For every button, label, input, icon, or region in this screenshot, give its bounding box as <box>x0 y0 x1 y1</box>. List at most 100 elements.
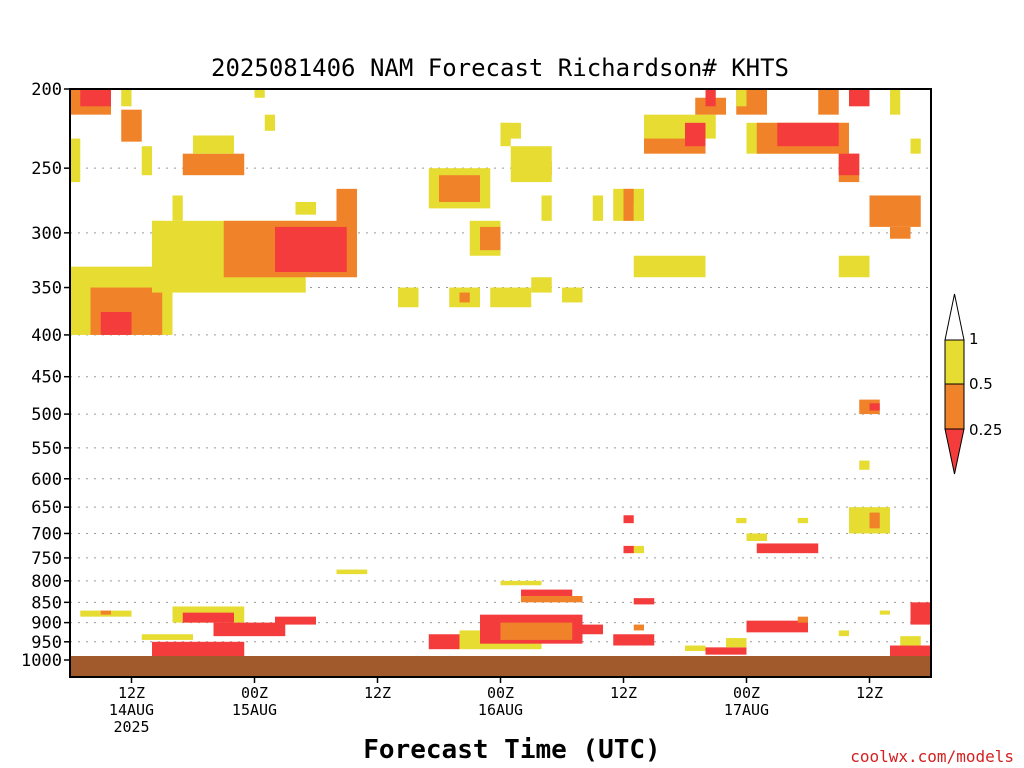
ri-cell <box>838 630 849 637</box>
ri-cell <box>859 460 870 470</box>
ri-cell <box>480 226 501 251</box>
x-axis-label: Forecast Time (UTC) <box>363 735 660 765</box>
colorbar-orange <box>944 383 965 430</box>
x-tick-label: 14AUG <box>109 701 154 719</box>
ri-cell <box>633 598 655 605</box>
y-tick-label: 300 <box>31 224 62 244</box>
ri-cell <box>100 312 132 335</box>
ri-cell <box>510 146 552 183</box>
ri-cell <box>705 89 716 107</box>
ri-cell <box>623 515 634 524</box>
ri-cell <box>100 610 111 615</box>
ri-cell <box>264 114 275 131</box>
y-tick-label: 500 <box>31 405 62 425</box>
ri-cell <box>890 226 911 239</box>
ri-cell <box>869 403 880 411</box>
ri-cell <box>182 153 245 176</box>
ri-cell <box>777 122 839 147</box>
ri-cell <box>193 135 234 154</box>
ri-cell <box>275 616 316 625</box>
colorbar-yellow <box>944 339 965 385</box>
y-tick-label: 350 <box>31 279 62 299</box>
ri-cell <box>623 188 634 221</box>
ri-cell <box>756 543 819 554</box>
ri-cell <box>70 138 81 183</box>
ri-cell <box>182 612 234 623</box>
x-tick-label: 00Z <box>487 684 514 702</box>
ri-cell <box>500 122 521 139</box>
y-tick-label: 900 <box>31 614 62 634</box>
ri-cell <box>592 195 603 221</box>
x-tick-label: 16AUG <box>478 701 523 719</box>
y-tick-label: 250 <box>31 159 62 179</box>
ri-cell <box>685 122 706 147</box>
ri-cell <box>500 622 573 640</box>
credit-text: coolwx.com/models <box>850 747 1014 766</box>
ri-cell <box>490 287 532 308</box>
ri-cell <box>705 647 747 655</box>
ri-cell <box>838 153 860 176</box>
ri-cell <box>582 624 603 635</box>
ri-cell <box>121 109 142 142</box>
ri-cell <box>121 89 132 107</box>
ri-cell <box>336 188 357 227</box>
ri-cell <box>869 512 880 529</box>
ri-cell <box>336 569 368 575</box>
ri-cell <box>521 596 583 603</box>
x-tick-label: 17AUG <box>724 701 769 719</box>
ri-cell <box>736 517 747 524</box>
chart-title: 2025081406 NAM Forecast Richardson# KHTS <box>211 54 789 82</box>
ri-cell <box>633 201 644 221</box>
ri-cell <box>849 89 870 107</box>
ri-cell <box>275 226 347 273</box>
colorbar-bottom-arrow <box>944 428 965 475</box>
x-tick-label: 00Z <box>241 684 268 702</box>
ri-cell <box>736 89 747 107</box>
ri-cell <box>521 589 573 597</box>
x-tick-label: 12Z <box>118 684 145 702</box>
y-tick-label: 950 <box>31 633 62 653</box>
colorbar-label: 0.5 <box>969 375 993 393</box>
ri-cell <box>726 638 747 648</box>
colorbar-label: 0.25 <box>969 421 1002 439</box>
ri-cell <box>80 89 111 107</box>
ri-cell <box>541 195 552 221</box>
y-tick-label: 800 <box>31 572 62 592</box>
plot-frame <box>69 88 932 678</box>
ri-cell <box>141 146 152 176</box>
ri-cell <box>910 138 921 154</box>
x-tick-label: 12Z <box>610 684 637 702</box>
ri-cell <box>428 634 460 650</box>
y-tick-label: 400 <box>31 326 62 346</box>
colorbar-top-arrow <box>944 293 965 341</box>
ri-cell <box>838 255 870 278</box>
y-tick-label: 1000 <box>21 651 62 671</box>
x-tick-label: 00Z <box>733 684 760 702</box>
y-tick-label: 600 <box>31 470 62 490</box>
x-tick-label: 12Z <box>364 684 391 702</box>
ground-fill <box>70 656 931 677</box>
ri-cell <box>213 622 286 637</box>
y-tick-label: 750 <box>31 549 62 569</box>
ri-cell <box>890 89 901 115</box>
ri-cell <box>746 620 808 633</box>
ri-cell <box>900 636 921 646</box>
ri-cell <box>172 195 183 221</box>
y-tick-label: 650 <box>31 498 62 518</box>
ri-cell <box>398 287 419 308</box>
ri-cell <box>162 645 224 655</box>
ri-cell <box>746 533 767 541</box>
x-tick-label: 12Z <box>856 684 883 702</box>
y-tick-label: 850 <box>31 593 62 613</box>
ri-cell <box>890 645 931 656</box>
ri-cell <box>633 624 644 631</box>
ri-cell <box>254 89 265 98</box>
ri-cell <box>633 255 706 278</box>
x-tick-label: 2025 <box>113 718 149 736</box>
ri-cell <box>685 645 706 652</box>
ri-cell <box>562 287 583 303</box>
ri-cell <box>818 89 839 115</box>
ri-cell <box>500 580 542 586</box>
